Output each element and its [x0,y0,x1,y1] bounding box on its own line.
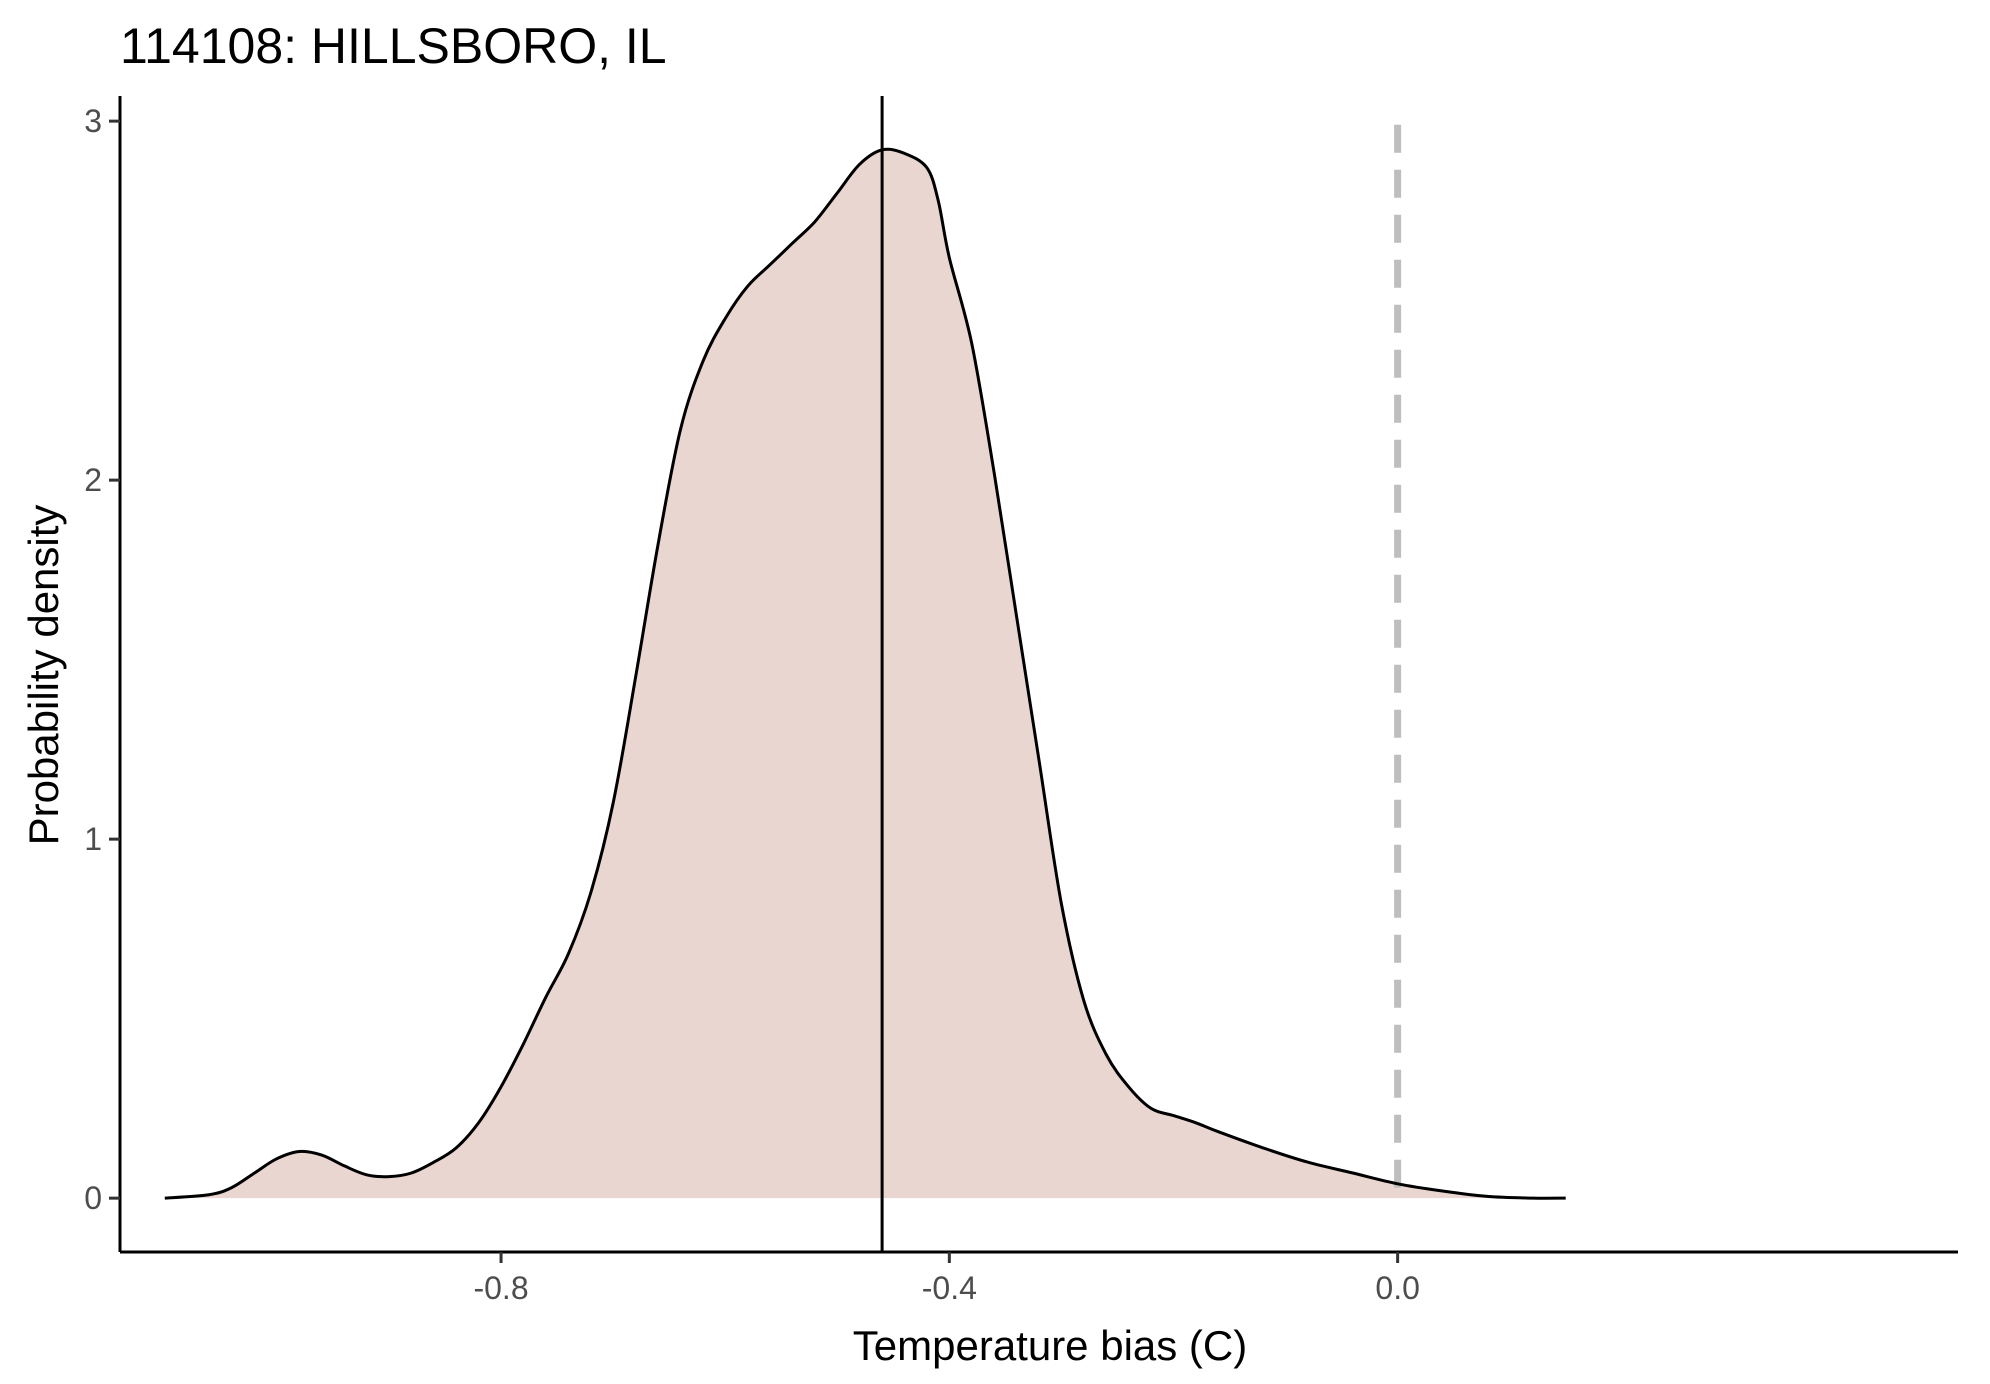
y-tick-label: 1 [84,821,102,857]
y-tick-label: 2 [84,462,102,498]
y-tick-label: 0 [84,1180,102,1216]
density-area [164,149,1566,1199]
x-tick-label: 0.0 [1375,1270,1419,1306]
x-axis-label: Temperature bias (C) [853,1322,1247,1369]
x-tick-label: -0.8 [473,1270,528,1306]
y-axis-ticks: 0 1 2 3 [84,103,120,1216]
y-tick-label: 3 [84,103,102,139]
y-axis-label: Probability density [20,505,67,846]
chart-title: 114108: HILLSBORO, IL [120,18,667,74]
density-curve [164,147,1566,1200]
x-tick-label: -0.4 [922,1270,977,1306]
x-axis-ticks: -0.8 -0.4 0.0 [473,1252,1420,1306]
